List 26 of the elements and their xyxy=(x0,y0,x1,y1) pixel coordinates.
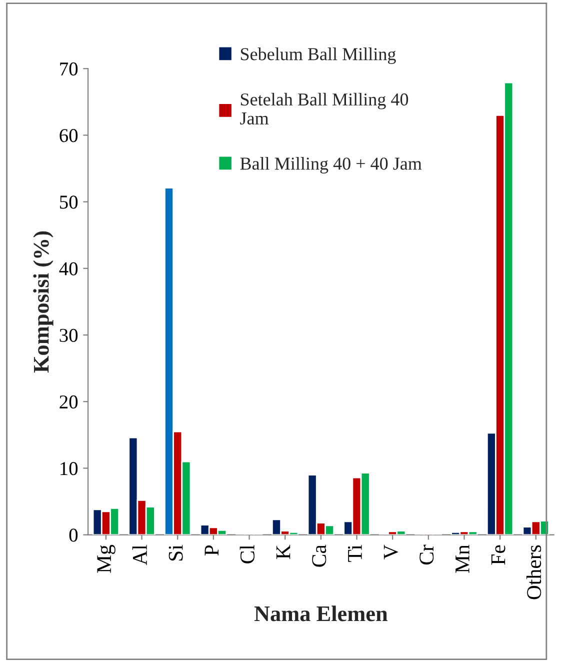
y-tick-label: 60 xyxy=(60,129,78,142)
y-tick-label: 20 xyxy=(60,395,78,409)
x-tick-label: P xyxy=(204,545,218,556)
x-tick-label: Ti xyxy=(348,544,362,562)
y-tick-label: 30 xyxy=(60,328,78,342)
x-tick-label: V xyxy=(384,544,398,560)
y-tick-label: 50 xyxy=(60,196,78,209)
y-tick-label: 10 xyxy=(60,462,78,476)
legend-label: Ball Milling 40 + 40 Jam xyxy=(240,157,422,174)
x-axis-title: Nama Elemen xyxy=(254,606,388,622)
x-tick-label: Others xyxy=(526,545,542,600)
y-tick-label: 70 xyxy=(60,62,78,76)
y-tick-label: 40 xyxy=(59,262,78,276)
x-tick-label: Fe xyxy=(491,545,506,565)
x-tick-label: Mn xyxy=(456,544,470,573)
x-tick-label: K xyxy=(276,544,290,559)
x-tick-label: Ca xyxy=(312,544,326,567)
y-axis-title: Komposisi (%) xyxy=(33,231,54,373)
x-tick-label: Si xyxy=(168,544,183,560)
x-tick-label: Mg xyxy=(97,544,116,573)
y-tick-label: 0 xyxy=(69,528,78,542)
legend-label: Sebelum Ball Milling xyxy=(240,48,396,64)
x-tick-label: Cl xyxy=(240,544,254,564)
x-tick-label: Al xyxy=(132,544,147,566)
legend-label: Setelah Ball Milling 40 Jam xyxy=(240,92,408,125)
x-tick-label: Cr xyxy=(420,544,434,564)
